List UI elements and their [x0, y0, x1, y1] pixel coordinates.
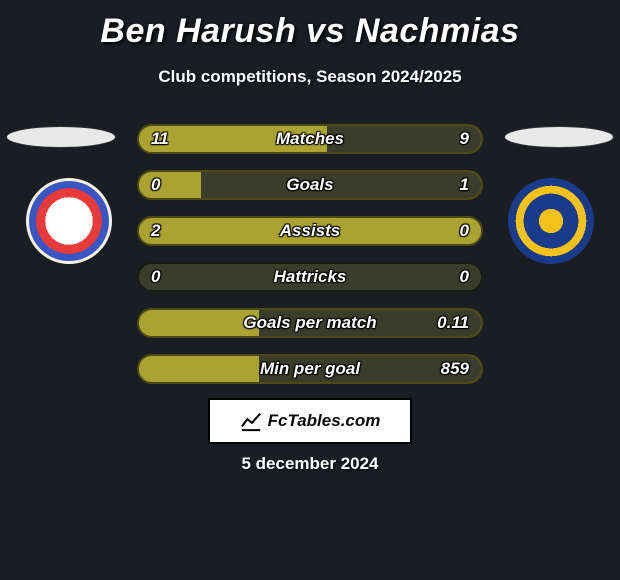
stat-bar-label: Goals per match — [243, 313, 376, 333]
stat-bar-right-value: 9 — [460, 129, 469, 149]
stat-bar-right-value: 1 — [460, 175, 469, 195]
stat-bar-left-value: 0 — [151, 175, 160, 195]
stat-bar-right-value: 859 — [441, 359, 469, 379]
stat-bar-label: Assists — [280, 221, 340, 241]
stat-bar: Goals per match 0.11 — [137, 308, 483, 338]
player-photo-right-placeholder — [504, 126, 614, 148]
stat-bar: Matches 11 9 — [137, 124, 483, 154]
stat-bar-left-fill — [139, 310, 259, 336]
stat-bar-right-fill — [327, 126, 481, 152]
stat-bar-label: Matches — [276, 129, 344, 149]
stat-bar: Min per goal 859 — [137, 354, 483, 384]
stat-bar: Hattricks 0 0 — [137, 262, 483, 292]
comparison-subtitle: Club competitions, Season 2024/2025 — [0, 67, 620, 87]
stat-bar-left-value: 11 — [151, 129, 169, 149]
branding-text: FcTables.com — [268, 411, 381, 431]
player-photo-left-placeholder — [6, 126, 116, 148]
comparison-title: Ben Harush vs Nachmias — [0, 0, 620, 51]
chart-icon — [240, 410, 262, 432]
stat-bar: Assists 2 0 — [137, 216, 483, 246]
stat-bar-right-value: 0 — [460, 267, 469, 287]
stat-bar-left-fill — [139, 356, 259, 382]
stat-bar: Goals 0 1 — [137, 170, 483, 200]
stat-bar-left-fill — [139, 172, 201, 198]
stat-bar-right-value: 0.11 — [437, 313, 469, 333]
stat-bar-right-value: 0 — [460, 221, 469, 241]
club-crest-left — [26, 178, 112, 264]
branding-badge: FcTables.com — [208, 398, 412, 444]
stat-bar-label: Hattricks — [274, 267, 347, 287]
stat-bar-left-value: 2 — [151, 221, 160, 241]
stats-bars: Matches119Goals01Assists20Hattricks00Goa… — [137, 124, 483, 400]
stat-bar-left-value: 0 — [151, 267, 160, 287]
snapshot-date: 5 december 2024 — [241, 454, 378, 474]
stat-bar-right-fill — [201, 172, 481, 198]
club-crest-right — [508, 178, 594, 264]
stat-bar-label: Goals — [286, 175, 333, 195]
stat-bar-label: Min per goal — [260, 359, 360, 379]
